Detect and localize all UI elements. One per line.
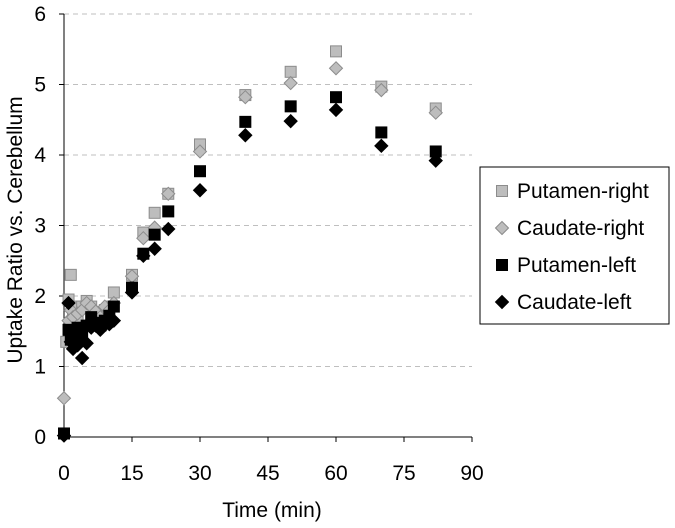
y-tick-label: 2 — [34, 285, 46, 308]
y-tick-label: 5 — [34, 74, 46, 97]
data-point — [375, 126, 388, 139]
data-point — [428, 153, 443, 168]
y-tick-label: 3 — [34, 215, 46, 238]
legend-label: Putamen-left — [517, 254, 636, 277]
data-point — [238, 128, 253, 143]
data-point — [374, 138, 389, 154]
legend-label: Putamen-right — [517, 180, 649, 203]
data-point — [328, 61, 344, 76]
x-tick-labels: 0 15 30 45 60 75 90 — [58, 462, 484, 485]
y-tick-label: 6 — [34, 3, 46, 26]
data-point — [56, 391, 72, 406]
x-tick-label: 0 — [58, 462, 70, 485]
data-point — [147, 241, 162, 256]
data-point — [283, 113, 298, 129]
data-point — [162, 205, 175, 218]
legend-label: Caudate-right — [517, 217, 644, 240]
data-point — [374, 82, 389, 98]
data-point — [330, 91, 342, 104]
data-point — [239, 115, 252, 128]
data-point — [79, 336, 94, 351]
data-point — [136, 230, 151, 246]
data-point — [284, 65, 297, 78]
data-point — [61, 295, 76, 311]
data-point — [161, 186, 176, 201]
data-point — [428, 105, 443, 120]
axes — [59, 13, 473, 442]
gridlines — [64, 13, 472, 367]
data-point — [330, 45, 342, 58]
legend-marker — [496, 259, 508, 271]
data-point — [136, 248, 151, 264]
legend-marker — [494, 220, 510, 236]
x-tick-label: 60 — [324, 462, 347, 485]
data-points — [56, 45, 443, 443]
data-point — [161, 221, 176, 237]
data-point — [328, 102, 344, 118]
series-caudate-left — [56, 102, 443, 443]
legend-box — [479, 166, 670, 325]
y-tick-label: 0 — [34, 426, 46, 449]
x-tick-label: 45 — [256, 462, 279, 485]
data-point — [194, 165, 206, 178]
series-putamen-right — [58, 45, 442, 440]
x-tick-label: 75 — [392, 462, 415, 485]
x-axis-label: Time (min) — [222, 499, 322, 522]
data-point — [238, 89, 253, 105]
legend: Putamen-right Caudate-right Putamen-left Ca… — [479, 166, 670, 325]
x-tick-label: 30 — [188, 462, 211, 485]
data-point — [284, 100, 297, 113]
y-tick-labels: 0 1 2 3 4 5 6 — [34, 3, 46, 449]
legend-label: Caudate-left — [517, 291, 632, 314]
x-tick-label: 15 — [120, 462, 143, 485]
x-tick-label: 90 — [460, 462, 483, 485]
data-point — [64, 268, 77, 281]
legend-marker — [496, 185, 508, 197]
data-point — [148, 206, 161, 219]
y-axis-label: Uptake Ratio vs. Cerebellum — [4, 96, 27, 363]
y-tick-label: 1 — [34, 356, 46, 379]
data-point — [56, 428, 72, 443]
data-point — [74, 350, 90, 366]
data-point — [107, 300, 120, 313]
data-point — [192, 144, 208, 159]
legend-marker — [494, 294, 510, 310]
data-point — [106, 313, 122, 328]
series-caudate-right — [56, 61, 443, 406]
data-point — [124, 285, 140, 300]
data-point — [148, 228, 161, 241]
data-point — [283, 75, 298, 91]
data-point — [192, 183, 208, 198]
y-tick-label: 4 — [34, 144, 46, 167]
